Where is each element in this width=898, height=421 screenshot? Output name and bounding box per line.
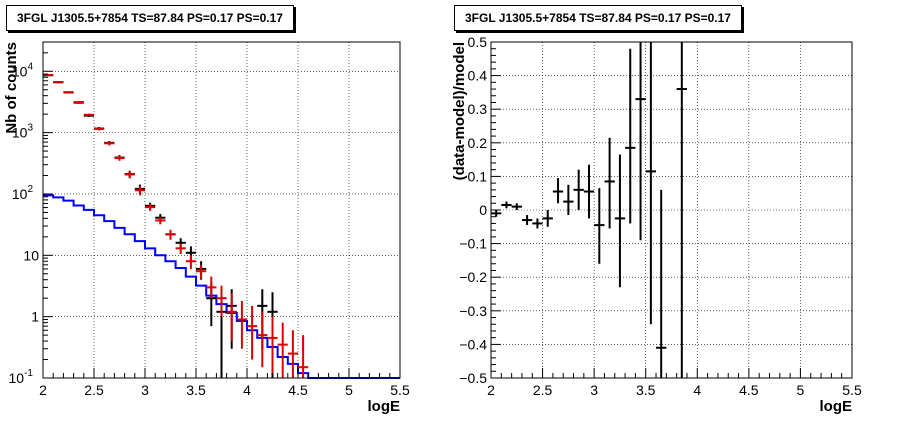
y-tick-label: −0.5 — [459, 370, 487, 386]
x-tick-label: 5 — [345, 382, 353, 398]
x-tick-label: 4.5 — [288, 382, 308, 398]
y-tick-label: 102 — [12, 184, 34, 202]
x-tick-label: 3.5 — [636, 382, 656, 398]
y-tick-label: 10-1 — [9, 368, 34, 386]
x-tick-label: 5 — [797, 382, 805, 398]
y-tick-label: −0.1 — [459, 236, 487, 252]
y-tick-label: 0.3 — [468, 101, 488, 117]
y-tick-label: 0.5 — [468, 34, 488, 50]
y-tick-label: 0 — [479, 202, 487, 218]
residuals-plot-title: 3FGL J1305.5+7854 TS=87.84 PS=0.17 PS=0.… — [454, 5, 742, 31]
x-tick-label: 5.5 — [842, 382, 862, 398]
x-tick-label: 3.5 — [186, 382, 206, 398]
plot-frame — [42, 41, 401, 379]
model-step-line — [43, 194, 400, 379]
counts-plot-title: 3FGL J1305.5+7854 TS=87.84 PS=0.17 PS=0.… — [6, 5, 294, 31]
y-tick-label: −0.2 — [459, 269, 487, 285]
x-axis-title: logE — [820, 398, 853, 415]
x-axis-title: logE — [368, 398, 401, 415]
residuals-panel: 2 2.5 3 3.5 4 4.5 5 5.5 −0.5 −0.4 −0.3 −0.2 −0.1 0 0.1… — [451, 34, 862, 415]
y-tick-label: 1 — [31, 309, 39, 325]
y-axis-title: Nb of counts — [3, 42, 20, 134]
x-tick-label: 3 — [590, 382, 598, 398]
x-tick-label: 2 — [487, 382, 495, 398]
y-tick-label: 0.1 — [468, 168, 488, 184]
y-tick-label: 0.4 — [468, 68, 488, 84]
x-tick-label: 2.5 — [533, 382, 553, 398]
x-tick-label: 4 — [243, 382, 251, 398]
y-tick-label: −0.3 — [459, 303, 487, 319]
x-tick-label: 2 — [39, 382, 47, 398]
x-tick-label: 4 — [693, 382, 701, 398]
y-axis-title: (data-model)/model — [451, 42, 468, 180]
y-tick-label: 0.2 — [468, 135, 488, 151]
x-tick-label: 5.5 — [390, 382, 410, 398]
x-tick-label: 3 — [141, 382, 149, 398]
y-tick-label: −0.4 — [459, 336, 487, 352]
y-tick-label: 10 — [23, 247, 39, 263]
x-tick-label: 2.5 — [84, 382, 104, 398]
x-tick-label: 4.5 — [739, 382, 759, 398]
